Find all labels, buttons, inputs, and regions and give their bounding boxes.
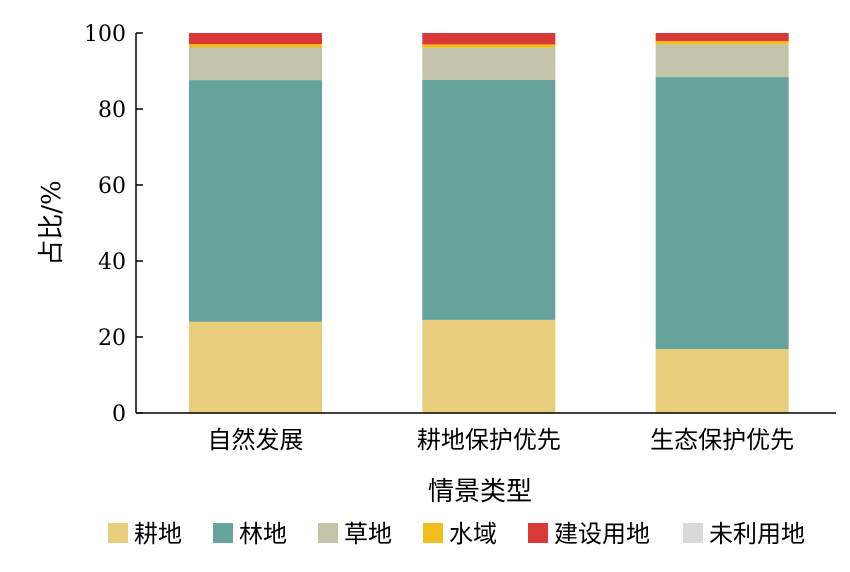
x-category-label: 耕地保护优先: [417, 426, 561, 454]
bar-segment-3-5: [655, 33, 789, 41]
bar-segment-2-4: [422, 44, 556, 48]
bar-segment-1-3: [189, 47, 322, 81]
legend: 耕地 林地 草地 水域 建设用地 未利用地: [108, 520, 805, 548]
legend-swatch: [213, 523, 233, 543]
bar-segment-3-2: [655, 77, 789, 350]
x-axis-category-labels: 自然发展 耕地保护优先 生态保护优先: [208, 426, 795, 454]
x-axis-title: 情景类型: [428, 477, 532, 507]
bar-segment-1-1: [189, 321, 322, 413]
legend-swatch: [108, 523, 128, 543]
y-axis-ticks: 0 20 40 60 80 100: [84, 22, 143, 427]
bar-segment-2-1: [422, 319, 556, 413]
legend-label: 建设用地: [554, 520, 650, 548]
legend-label: 耕地: [134, 520, 182, 548]
bar-segment-3-1: [655, 349, 789, 413]
x-category-label: 生态保护优先: [650, 426, 794, 454]
bars-layer: [189, 33, 789, 413]
legend-label: 林地: [239, 520, 287, 548]
legend-swatch: [318, 523, 338, 543]
y-tick-label: 60: [98, 174, 126, 199]
bar-segment-2-5: [422, 33, 556, 45]
y-tick-label: 0: [112, 402, 126, 427]
bar-segment-1-5: [189, 33, 322, 45]
legend-label: 草地: [344, 520, 392, 548]
y-tick-label: 40: [98, 250, 126, 275]
y-tick-label: 20: [98, 326, 126, 351]
bar-segment-1-4: [189, 44, 322, 48]
legend-swatch: [423, 523, 443, 543]
y-axis-title: 占比/%: [37, 180, 67, 265]
y-tick-label: 100: [84, 22, 126, 47]
x-category-label: 自然发展: [208, 426, 304, 454]
bar-segment-3-4: [655, 40, 789, 45]
legend-swatch: [528, 523, 548, 543]
bar-segment-2-2: [422, 79, 556, 320]
legend-label: 未利用地: [709, 520, 805, 548]
y-tick-label: 80: [98, 98, 126, 123]
legend-label: 水域: [449, 520, 497, 548]
bar-segment-3-3: [655, 44, 789, 78]
legend-swatch: [683, 523, 703, 543]
bar-segment-2-3: [422, 47, 556, 80]
bar-segment-1-2: [189, 80, 322, 322]
